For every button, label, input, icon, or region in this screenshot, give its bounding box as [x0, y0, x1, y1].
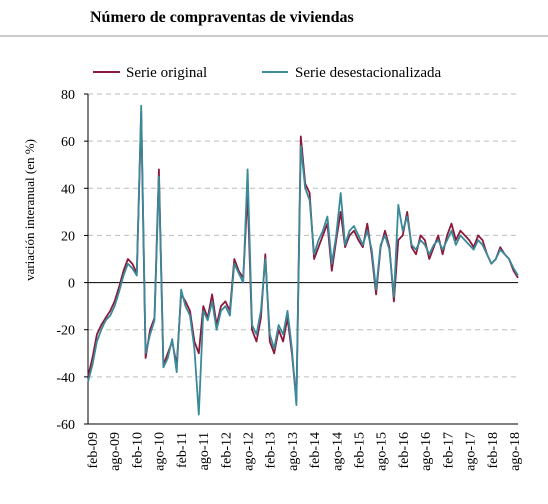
y-tick-label: -40 — [56, 371, 75, 386]
x-tick-label: feb-10 — [130, 432, 145, 469]
y-tick-label: 0 — [68, 277, 75, 292]
legend: Serie original Serie desestacionalizada — [93, 65, 442, 81]
x-tick-label: feb-17 — [441, 432, 456, 469]
x-tick-label: ago-14 — [330, 432, 345, 471]
legend-label-desestacionalizada: Serie desestacionalizada — [295, 65, 442, 81]
x-tick-label: feb-14 — [308, 432, 323, 469]
x-tick-label: ago-18 — [508, 432, 523, 471]
x-axis-ticks: feb-09 ago-09 feb-10 ago-10 feb-11 ago-11 feb-… — [86, 432, 523, 471]
x-tick-label: feb-12 — [219, 432, 234, 469]
x-tick-label: feb-11 — [175, 432, 190, 468]
x-tick-label: ago-16 — [419, 432, 434, 471]
x-tick-label: feb-09 — [86, 432, 101, 469]
x-tick-label: feb-18 — [486, 432, 501, 469]
legend-label-original: Serie original — [126, 65, 207, 81]
series-line-desestacionalizada — [87, 104, 519, 416]
x-tick-label: ago-17 — [464, 432, 479, 471]
x-tick-label: feb-15 — [353, 432, 368, 469]
y-tick-label: 20 — [61, 229, 75, 244]
x-tick-label: ago-09 — [108, 432, 123, 471]
chart-title: Número de compraventas de viviendas — [90, 9, 354, 26]
series-line-original — [87, 112, 519, 402]
y-tick-label: -20 — [56, 324, 75, 339]
x-tick-label: ago-12 — [241, 432, 256, 471]
y-tick-label: 80 — [61, 88, 75, 103]
x-tick-label: feb-13 — [264, 432, 279, 469]
x-tick-label: ago-15 — [375, 432, 390, 471]
x-tick-label: ago-13 — [286, 432, 301, 471]
axes — [84, 93, 518, 425]
x-tick-label: feb-16 — [397, 432, 412, 469]
x-tick-label: ago-10 — [153, 432, 168, 471]
y-axis-ticks: 80 60 40 20 0 -20 -40 -60 — [56, 88, 75, 433]
y-tick-label: 40 — [61, 182, 75, 197]
y-tick-label: -60 — [56, 418, 75, 433]
series-lines — [87, 104, 519, 416]
y-axis-label: variación interanual (en %) — [22, 139, 37, 281]
x-tick-label: ago-11 — [197, 432, 212, 470]
y-tick-label: 60 — [61, 135, 75, 150]
